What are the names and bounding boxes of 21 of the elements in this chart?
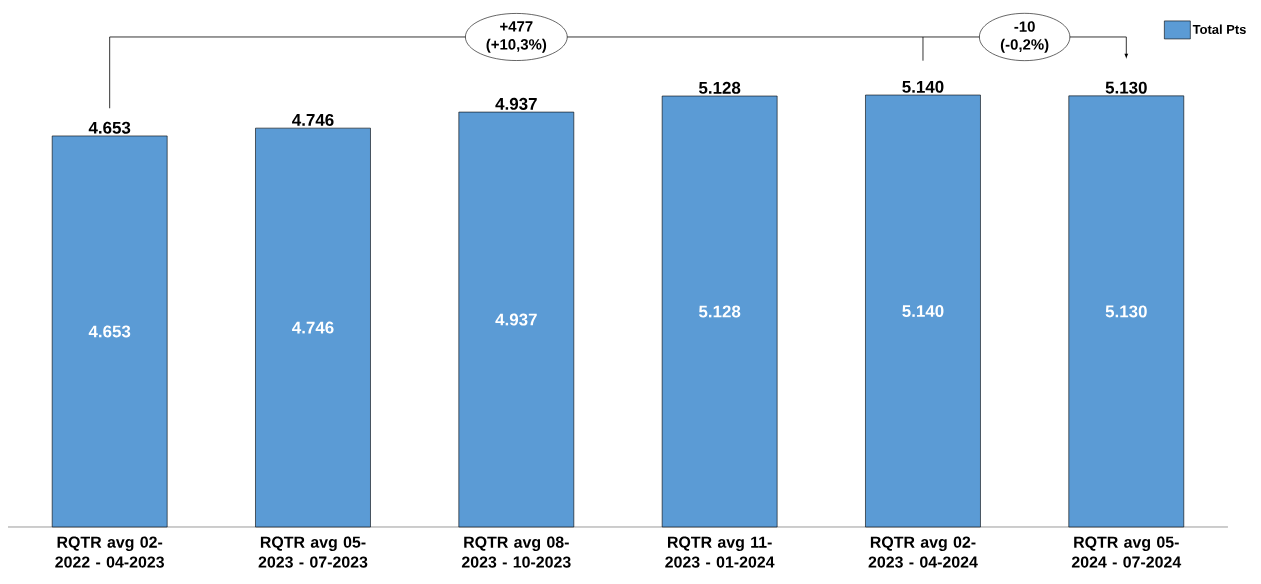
text: 4.653 <box>88 325 131 338</box>
data-label: 5.140 <box>902 80 944 93</box>
data-label: 4.937 <box>495 97 537 110</box>
text: -10 (-0,2%) <box>1000 21 1049 53</box>
text: 5.130 <box>1105 305 1147 318</box>
text: +477 (+10,3%) <box>486 21 547 53</box>
text: 5.128 <box>698 305 741 318</box>
x-tick-label: RQTR avg 05-2024 - 07-2024 <box>1071 536 1182 568</box>
legend-label: Total Pts <box>1192 24 1246 34</box>
text: 4.937 <box>495 313 537 326</box>
data-label: 5.130 <box>1105 81 1147 94</box>
data-label: 4.746 <box>292 113 334 126</box>
x-tick-label: RQTR avg 11-2023 - 01-2024 <box>665 536 775 568</box>
x-tick-label: RQTR avg 02-2023 - 04-2024 <box>868 536 978 568</box>
text: 5.140 <box>902 305 944 317</box>
x-tick-label: RQTR avg 08-2023 - 10-2023 <box>461 536 571 568</box>
x-tick-label: RQTR avg 05-2023 - 07-2023 <box>258 536 368 568</box>
text: 4.746 <box>292 321 334 334</box>
x-tick-label: RQTR avg 02-2022 - 04-2023 <box>55 536 164 568</box>
data-label: 4.653 <box>88 121 131 134</box>
data-label: 5.128 <box>698 81 741 94</box>
